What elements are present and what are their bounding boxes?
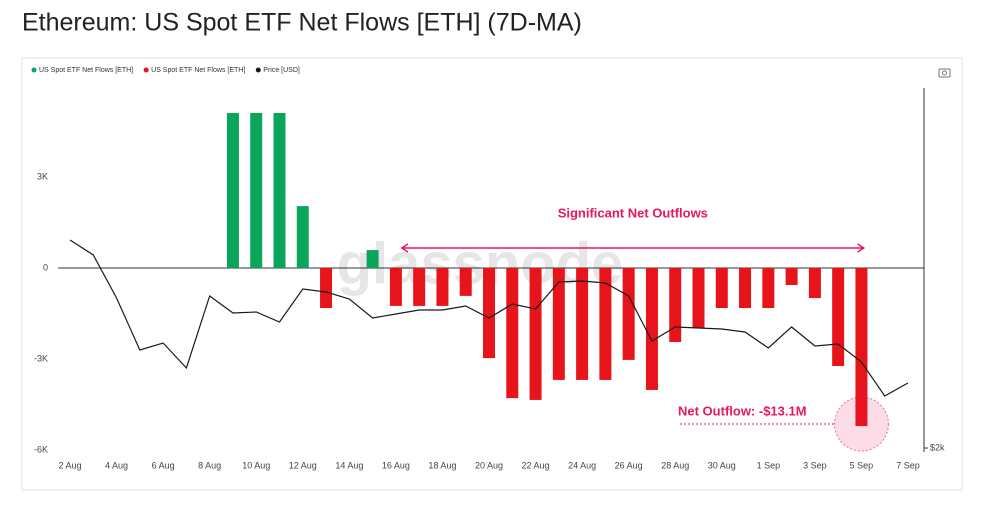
x-tick-label: 22 Aug (522, 460, 550, 470)
x-tick-label: 18 Aug (428, 460, 456, 470)
x-tick-label: 1 Sep (757, 460, 781, 470)
y2-tick-label: $2k (930, 442, 945, 452)
bar (622, 268, 635, 360)
x-tick-label: 24 Aug (568, 460, 596, 470)
legend-marker (31, 67, 37, 73)
bar (855, 268, 868, 427)
bar (320, 268, 333, 309)
bar (832, 268, 845, 366)
watermark: glassnode (337, 231, 624, 296)
bar (785, 268, 798, 285)
annotation-text: Net Outflow: -$13.1M (678, 403, 807, 418)
bar (645, 268, 658, 390)
chart-title: Ethereum: US Spot ETF Net Flows [ETH] (7… (22, 9, 582, 37)
x-tick-label: 16 Aug (382, 460, 410, 470)
bar (483, 268, 495, 359)
bar (599, 268, 612, 380)
x-tick-label: 28 Aug (661, 460, 689, 470)
bar (808, 268, 821, 299)
camera-icon[interactable] (938, 68, 951, 78)
bar (296, 206, 309, 268)
highlight-circle (833, 396, 889, 452)
bar (762, 268, 775, 309)
legend-marker (255, 67, 261, 73)
x-tick-label: 20 Aug (475, 460, 503, 470)
x-tick-label: 14 Aug (335, 460, 363, 470)
bar (506, 268, 519, 399)
y-tick-label: 3K (37, 171, 48, 181)
bar (576, 268, 589, 380)
bar (436, 268, 449, 306)
bar (389, 268, 402, 306)
bar (413, 268, 426, 306)
bar (273, 112, 286, 268)
arrow-head (400, 243, 409, 253)
legend-label: US Spot ETF Net Flows [ETH] (151, 67, 245, 74)
legend-label: US Spot ETF Net Flows [ETH] (39, 67, 133, 74)
x-tick-label: 6 Aug (152, 460, 175, 470)
arrow-head (857, 243, 866, 253)
x-tick-label: 30 Aug (708, 460, 736, 470)
x-tick-label: 12 Aug (289, 460, 317, 470)
bar (739, 268, 752, 309)
x-tick-label: 4 Aug (105, 460, 128, 470)
x-tick-label: 7 Sep (896, 460, 920, 470)
annotation-text: Significant Net Outflows (558, 205, 708, 220)
x-tick-label: 26 Aug (615, 460, 643, 470)
x-tick-label: 5 Sep (850, 460, 874, 470)
bar (552, 268, 565, 380)
y-tick-label: -6K (34, 444, 48, 454)
bar (715, 268, 728, 309)
bar (669, 268, 682, 343)
x-tick-label: 10 Aug (242, 460, 270, 470)
x-tick-label: 8 Aug (198, 460, 221, 470)
y-tick-label: 0 (43, 262, 48, 272)
x-tick-label: 2 Aug (58, 460, 81, 470)
bar (459, 268, 472, 296)
price-line (69, 239, 909, 397)
y-tick-label: -3K (34, 353, 48, 363)
bar (226, 112, 239, 268)
legend-marker (143, 67, 149, 73)
bar (529, 268, 542, 400)
bar (366, 250, 379, 268)
bar (692, 268, 705, 329)
x-tick-label: 3 Sep (803, 460, 827, 470)
bar (250, 112, 263, 268)
legend-label: Price [USD] (263, 67, 300, 74)
